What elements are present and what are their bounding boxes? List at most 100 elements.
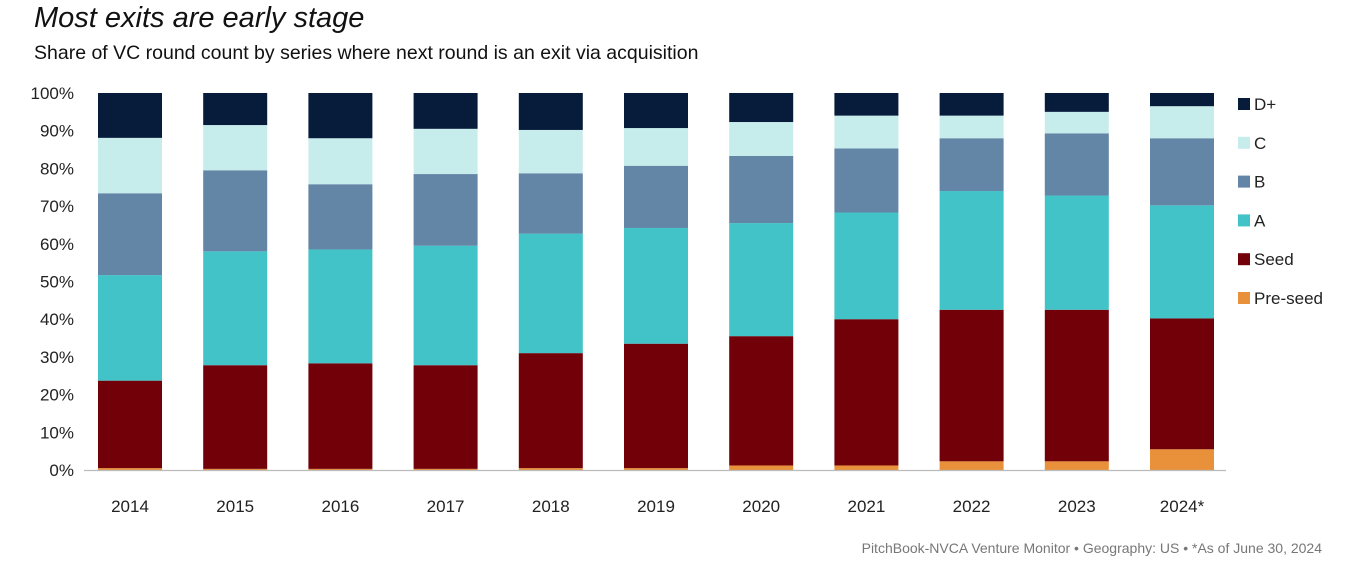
bar-segment-c-2022 <box>939 115 1004 139</box>
bar-segment-pre-seed-2017 <box>413 468 478 470</box>
bar-segment-c-2021 <box>834 115 899 149</box>
y-tick-label: 50% <box>40 273 74 292</box>
bar-segment-c-2014 <box>98 137 162 194</box>
bar-segment-a-2021 <box>834 212 899 320</box>
bar-segment-a-2017 <box>413 245 478 366</box>
chart-subtitle: Share of VC round count by series where … <box>34 42 699 64</box>
bar-segment-seed-2021 <box>834 319 899 466</box>
x-tick-label: 2016 <box>321 497 359 516</box>
bar-segment-c-2020 <box>729 122 794 156</box>
y-tick-label: 100% <box>31 84 74 103</box>
source-note: PitchBook-NVCA Venture Monitor • Geograp… <box>861 540 1322 556</box>
bar-segment-seed-2017 <box>413 365 478 469</box>
y-tick-label: 60% <box>40 235 74 254</box>
legend: D+ C BA Seed Pre-seed <box>1238 95 1323 308</box>
bar-segment-a-2016 <box>308 249 373 364</box>
bar-segment-b-2019 <box>624 165 688 228</box>
y-tick-label: 90% <box>40 122 74 141</box>
y-tick-label: 30% <box>40 348 74 367</box>
y-tick-label: 40% <box>40 310 74 329</box>
x-tick-label: 2019 <box>637 497 675 516</box>
x-tick-label: 2021 <box>847 497 885 516</box>
bar-segment-b-2024 <box>1150 138 1214 206</box>
bar-segment-a-2014 <box>98 275 162 381</box>
bar-segment-d-2024 <box>1150 93 1214 107</box>
y-tick-label: 20% <box>40 386 74 405</box>
bar-segment-c-2019 <box>624 128 688 166</box>
bar-segment-b-2014 <box>98 193 162 276</box>
bar-segment-a-2023 <box>1044 195 1109 310</box>
bar-segment-pre-seed-2019 <box>624 468 688 470</box>
bar-segment-pre-seed-2014 <box>98 468 162 470</box>
bar-segment-d-2019 <box>624 93 688 129</box>
bar-segment-c-2024 <box>1150 106 1214 139</box>
x-tick-label: 2015 <box>216 497 254 516</box>
bar-segment-d-2023 <box>1044 93 1109 112</box>
legend-swatch <box>1238 175 1250 188</box>
legend-label: Seed <box>1254 250 1294 269</box>
bar-segment-a-2022 <box>939 191 1004 310</box>
bar-segment-d-2014 <box>98 93 162 138</box>
x-tick-label: 2014 <box>111 497 149 516</box>
bar-segment-c-2018 <box>518 129 583 174</box>
bar-segment-c-2015 <box>203 125 268 171</box>
legend-label: C <box>1254 134 1266 153</box>
x-tick-label: 2017 <box>427 497 465 516</box>
bar-segment-d-2021 <box>834 93 899 116</box>
bar-segment-c-2016 <box>308 138 373 185</box>
x-tick-label: 2022 <box>953 497 991 516</box>
bar-segment-c-2023 <box>1044 111 1109 134</box>
bar-segment-a-2015 <box>203 251 268 366</box>
bar-segment-seed-2019 <box>624 343 688 469</box>
bar-segment-a-2024 <box>1150 205 1214 319</box>
bar-segment-pre-seed-2023 <box>1044 461 1109 470</box>
y-tick-label: 10% <box>40 423 74 442</box>
bar-segment-d-2022 <box>939 93 1004 116</box>
bar-segment-pre-seed-2018 <box>518 468 583 470</box>
legend-label: A <box>1254 211 1266 230</box>
bar-segment-a-2018 <box>518 233 583 354</box>
x-tick-label: 2020 <box>742 497 780 516</box>
legend-swatch <box>1238 292 1250 304</box>
bars <box>98 93 1214 470</box>
x-tick-label: 2018 <box>532 497 570 516</box>
bar-segment-a-2019 <box>624 227 688 344</box>
x-axis: 2014 2015 2016 2017 2018 2019 2020 2021 2022 2023… <box>84 469 1226 516</box>
bar-segment-seed-2018 <box>518 353 583 469</box>
bar-segment-d-2020 <box>729 93 794 123</box>
chart-title: Most exits are early stage <box>34 2 365 34</box>
bar-segment-seed-2020 <box>729 336 794 466</box>
legend-swatch <box>1238 214 1250 227</box>
bar-segment-pre-seed-2020 <box>729 465 794 470</box>
bar-segment-seed-2023 <box>1044 309 1109 462</box>
bar-segment-c-2017 <box>413 128 478 175</box>
bar-segment-d-2016 <box>308 93 373 139</box>
bar-segment-pre-seed-2016 <box>308 468 373 470</box>
y-tick-label: 0% <box>49 461 74 480</box>
bar-segment-seed-2016 <box>308 363 373 469</box>
bar-segment-pre-seed-2022 <box>939 461 1004 470</box>
x-tick-label: 2024* <box>1160 497 1205 516</box>
bar-segment-seed-2024 <box>1150 318 1214 450</box>
bar-segment-seed-2014 <box>98 380 162 469</box>
bar-segment-b-2018 <box>518 173 583 234</box>
bar-segment-b-2020 <box>729 155 794 224</box>
legend-label: B <box>1254 173 1265 192</box>
bar-segment-pre-seed-2021 <box>834 465 899 470</box>
y-tick-label: 70% <box>40 197 74 216</box>
legend-swatch <box>1238 253 1250 266</box>
legend-label: D+ <box>1254 95 1276 114</box>
bar-segment-b-2022 <box>939 138 1004 192</box>
bar-segment-seed-2022 <box>939 309 1004 462</box>
bar-segment-pre-seed-2024 <box>1150 449 1214 470</box>
legend-label: Pre-seed <box>1254 289 1323 308</box>
bar-segment-d-2017 <box>413 93 478 129</box>
y-tick-label: 80% <box>40 159 74 178</box>
bar-segment-b-2016 <box>308 184 373 250</box>
bar-segment-b-2017 <box>413 174 478 246</box>
bar-segment-d-2018 <box>518 93 583 130</box>
y-axis: 0% 10% 20% 30% 40% 50% 60% 70% 80% 90% 100% <box>31 84 74 480</box>
bar-segment-pre-seed-2015 <box>203 468 268 470</box>
legend-swatch <box>1238 136 1250 149</box>
